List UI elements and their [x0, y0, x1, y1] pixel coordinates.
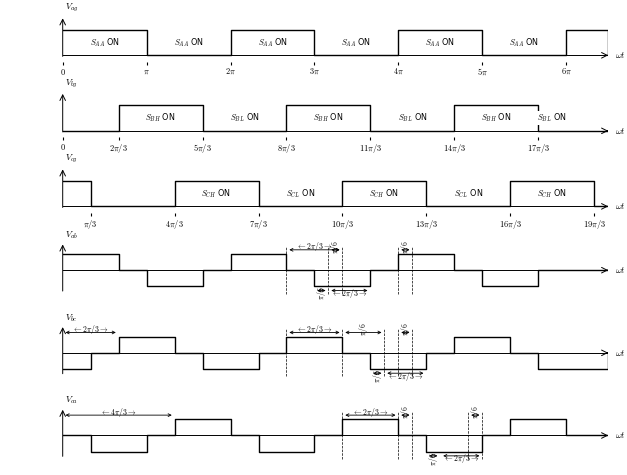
Text: $\pi/6$: $\pi/6$ — [399, 240, 412, 254]
Text: $V_{ab}$: $V_{ab}$ — [65, 229, 78, 241]
Text: $S_{BL}$ ON: $S_{BL}$ ON — [537, 112, 567, 124]
Text: $\pi/6$: $\pi/6$ — [469, 405, 482, 419]
Text: $S_{AA}$ ON: $S_{AA}$ ON — [90, 36, 120, 48]
Text: $\omega t$: $\omega t$ — [615, 348, 626, 358]
Text: $\leftarrow 2\pi/3\rightarrow$: $\leftarrow 2\pi/3\rightarrow$ — [296, 323, 333, 336]
Text: $S_{BH}$ ON: $S_{BH}$ ON — [314, 112, 344, 124]
Text: $\leftarrow 4\pi/3\rightarrow$: $\leftarrow 4\pi/3\rightarrow$ — [100, 406, 137, 418]
Text: $S_{CH}$ ON: $S_{CH}$ ON — [537, 187, 567, 200]
Text: $\pi/6$: $\pi/6$ — [371, 369, 384, 383]
Text: $S_{BL}$ ON: $S_{BL}$ ON — [229, 112, 260, 124]
Text: $S_{BH}$ ON: $S_{BH}$ ON — [145, 112, 176, 124]
Text: $V_{bg}$: $V_{bg}$ — [65, 77, 78, 90]
Text: $S_{BL}$ ON: $S_{BL}$ ON — [398, 112, 427, 124]
Text: $\leftarrow 2\pi/3\rightarrow$: $\leftarrow 2\pi/3\rightarrow$ — [387, 370, 424, 383]
Text: $S_{AA}$ ON: $S_{AA}$ ON — [509, 36, 539, 48]
Text: $\leftarrow 2\pi/3\rightarrow$: $\leftarrow 2\pi/3\rightarrow$ — [72, 323, 109, 336]
Text: $S_{CH}$ ON: $S_{CH}$ ON — [369, 187, 399, 200]
Text: $\leftarrow 2\pi/3\rightarrow$: $\leftarrow 2\pi/3\rightarrow$ — [352, 406, 389, 418]
Text: $S_{AA}$ ON: $S_{AA}$ ON — [342, 36, 371, 48]
Text: $\leftarrow 2\pi/3\rightarrow$: $\leftarrow 2\pi/3\rightarrow$ — [443, 452, 480, 466]
Text: $S_{AA}$ ON: $S_{AA}$ ON — [425, 36, 455, 48]
Text: $V_{ag}$: $V_{ag}$ — [65, 2, 79, 14]
Text: $\omega t$: $\omega t$ — [615, 265, 626, 275]
Text: $\omega t$: $\omega t$ — [615, 126, 626, 136]
Text: $\pi/6$: $\pi/6$ — [399, 405, 412, 419]
Text: $\pi/6$: $\pi/6$ — [329, 240, 342, 254]
Text: $\leftarrow 2\pi/3\rightarrow$: $\leftarrow 2\pi/3\rightarrow$ — [331, 287, 368, 300]
Text: $\pi/6$: $\pi/6$ — [357, 323, 370, 336]
Text: $V_{bc}$: $V_{bc}$ — [65, 312, 78, 323]
Text: $S_{CL}$ ON: $S_{CL}$ ON — [286, 187, 315, 200]
Text: $S_{CL}$ ON: $S_{CL}$ ON — [454, 187, 483, 200]
Text: $S_{CH}$ ON: $S_{CH}$ ON — [201, 187, 231, 200]
Text: $\omega t$: $\omega t$ — [615, 50, 626, 60]
Text: $\pi/6$: $\pi/6$ — [427, 452, 440, 466]
Text: $S_{AA}$ ON: $S_{AA}$ ON — [174, 36, 204, 48]
Text: $\omega t$: $\omega t$ — [615, 201, 626, 211]
Text: $\omega t$: $\omega t$ — [615, 430, 626, 440]
Text: $S_{AA}$ ON: $S_{AA}$ ON — [258, 36, 287, 48]
Text: $\pi/6$: $\pi/6$ — [315, 286, 328, 300]
Text: $V_{cg}$: $V_{cg}$ — [65, 153, 78, 165]
Text: $\leftarrow 2\pi/3\rightarrow$: $\leftarrow 2\pi/3\rightarrow$ — [296, 240, 333, 253]
Text: $V_{ca}$: $V_{ca}$ — [65, 395, 78, 406]
Text: $\pi/6$: $\pi/6$ — [399, 323, 412, 336]
Text: $S_{BH}$ ON: $S_{BH}$ ON — [481, 112, 512, 124]
